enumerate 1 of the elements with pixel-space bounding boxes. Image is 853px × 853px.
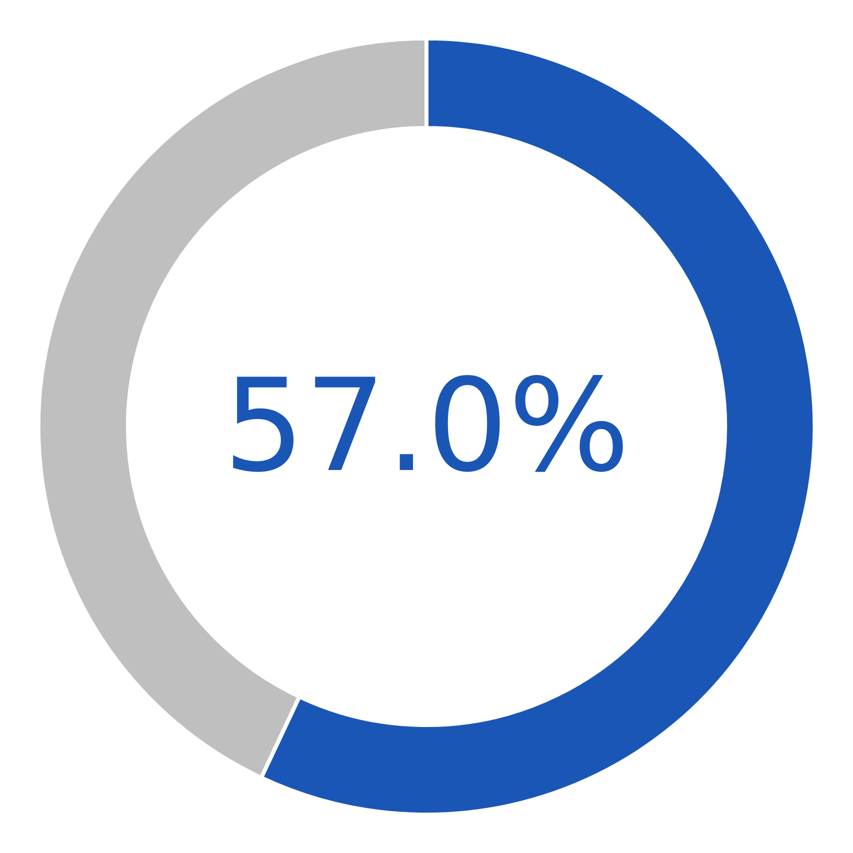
text: 57.0% — [223, 352, 630, 501]
